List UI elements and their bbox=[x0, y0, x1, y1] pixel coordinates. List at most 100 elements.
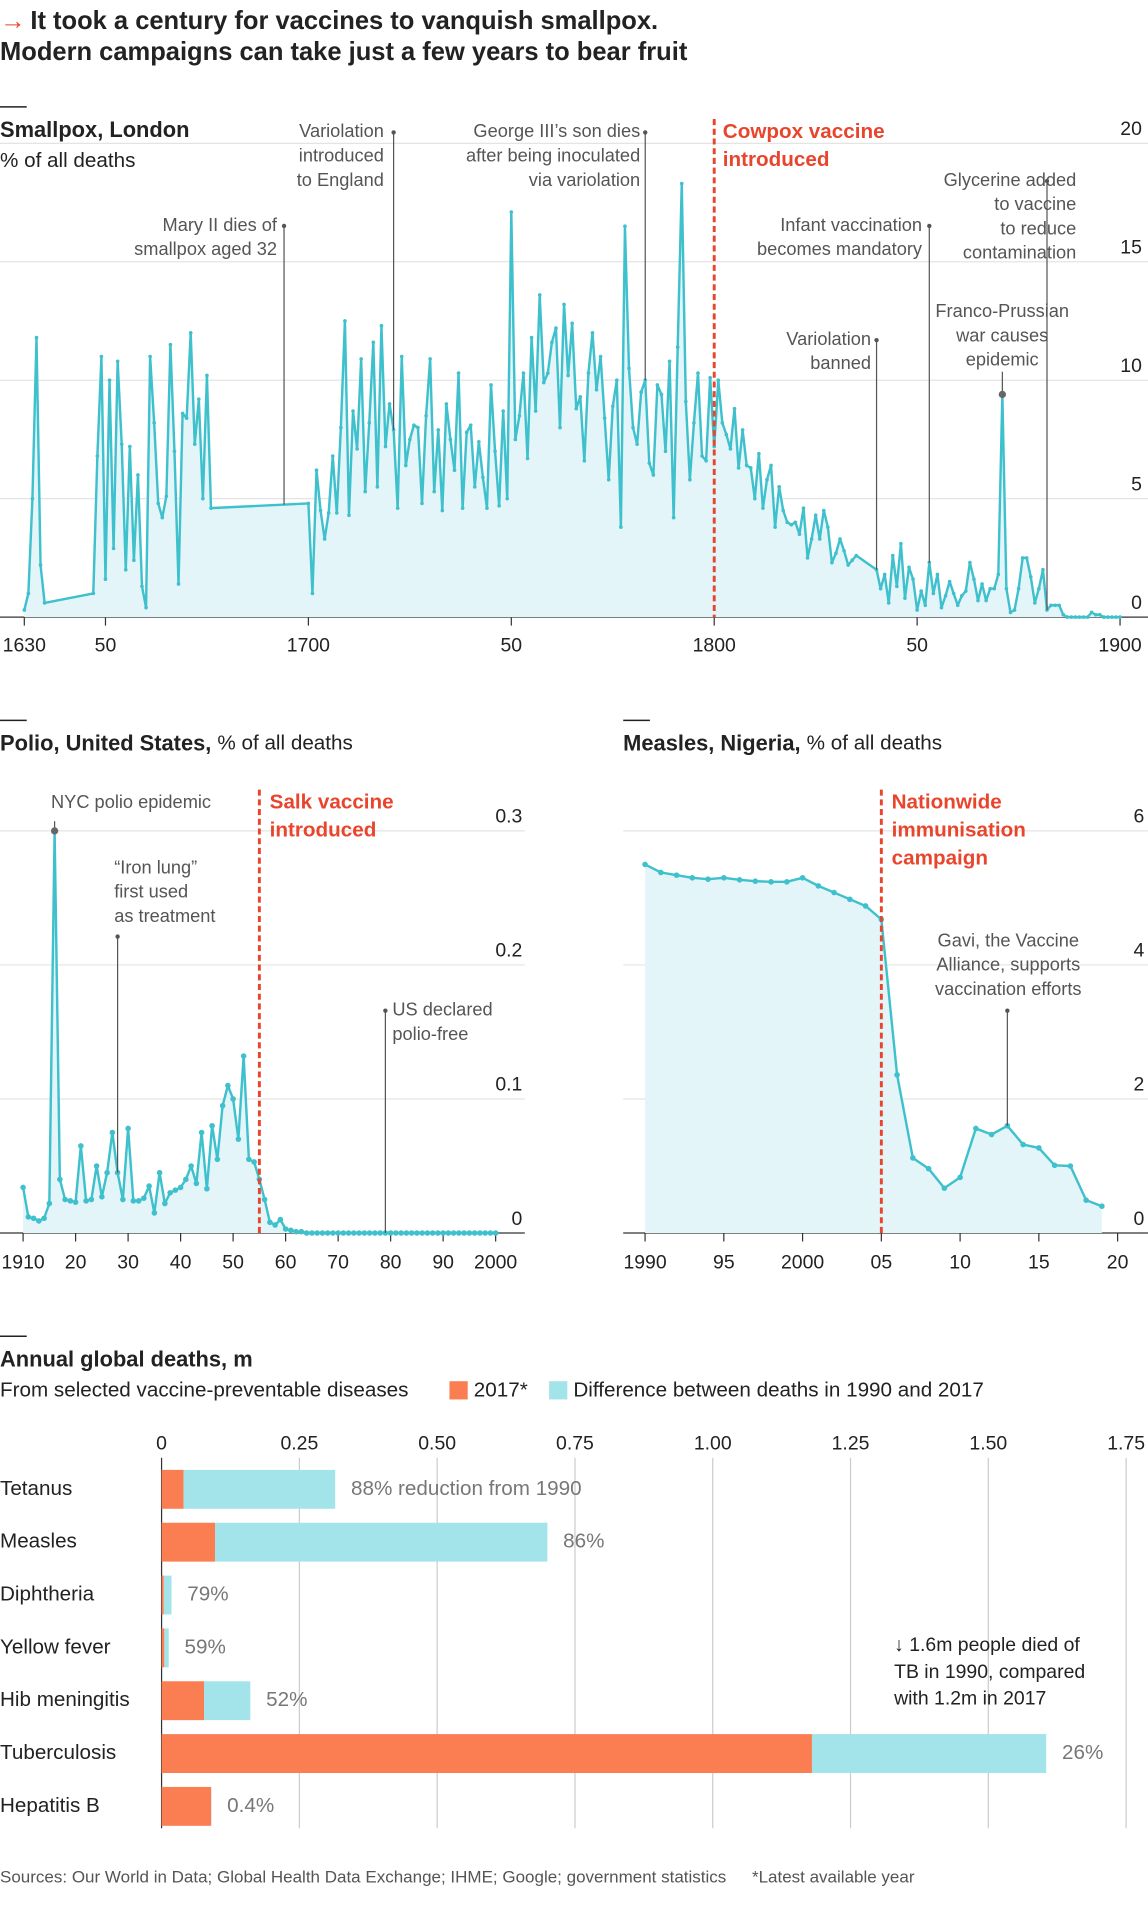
point bbox=[1049, 603, 1053, 608]
point bbox=[554, 326, 558, 330]
bar-segment bbox=[161, 1522, 216, 1562]
point bbox=[383, 444, 388, 449]
point bbox=[41, 1215, 47, 1222]
annotation: contamination bbox=[963, 243, 1076, 263]
point bbox=[847, 896, 853, 903]
point bbox=[667, 359, 672, 364]
point bbox=[452, 468, 457, 473]
y-tick-label: 0.3 bbox=[495, 806, 522, 828]
point bbox=[882, 572, 887, 577]
point bbox=[673, 872, 680, 878]
point bbox=[692, 421, 696, 425]
point bbox=[1016, 586, 1021, 591]
point bbox=[1114, 615, 1118, 619]
annotation: Franco-Prussian bbox=[935, 301, 1069, 321]
point bbox=[805, 556, 810, 560]
bar-segment bbox=[161, 1734, 812, 1773]
point bbox=[980, 582, 984, 586]
point bbox=[403, 463, 408, 468]
point bbox=[72, 1199, 79, 1205]
point bbox=[168, 342, 173, 347]
point bbox=[598, 354, 603, 359]
point bbox=[375, 485, 380, 489]
chart-title: Polio, United States, % of all deaths bbox=[0, 730, 353, 755]
x-tick-label: 50 bbox=[500, 634, 522, 656]
point bbox=[151, 1210, 158, 1216]
point bbox=[1093, 612, 1098, 617]
point bbox=[1083, 1197, 1089, 1203]
point bbox=[817, 537, 822, 541]
point bbox=[826, 525, 830, 529]
annotation: ↓ 1.6m people died of bbox=[894, 1634, 1080, 1656]
point bbox=[586, 371, 591, 375]
point bbox=[188, 331, 193, 335]
x-tick-label: 70 bbox=[327, 1252, 349, 1274]
point bbox=[834, 551, 838, 555]
point bbox=[398, 1230, 404, 1236]
x-tick-label: 90 bbox=[432, 1252, 454, 1274]
area bbox=[24, 183, 1121, 618]
point bbox=[907, 565, 911, 570]
point bbox=[367, 421, 372, 425]
x-tick-label: 0 bbox=[156, 1433, 167, 1455]
point bbox=[314, 468, 319, 473]
bar-segment bbox=[161, 1681, 205, 1721]
point bbox=[435, 1230, 441, 1236]
point bbox=[801, 506, 806, 510]
point bbox=[156, 1169, 163, 1176]
point bbox=[1004, 1122, 1011, 1129]
point bbox=[445, 1230, 452, 1236]
point bbox=[456, 371, 461, 375]
point bbox=[935, 572, 940, 577]
point bbox=[773, 525, 777, 529]
point bbox=[639, 390, 643, 394]
chart-subtitle: % of all deaths bbox=[807, 732, 942, 755]
point bbox=[205, 373, 209, 378]
x-tick-label: 20 bbox=[1107, 1252, 1129, 1274]
point bbox=[93, 1163, 100, 1169]
point bbox=[460, 506, 465, 510]
point bbox=[387, 402, 392, 406]
y-tick-label: 6 bbox=[1134, 806, 1145, 828]
point bbox=[1077, 615, 1082, 619]
point bbox=[141, 1195, 147, 1201]
point bbox=[1033, 601, 1037, 605]
x-tick-label: 1700 bbox=[287, 634, 330, 656]
point bbox=[659, 392, 664, 397]
point bbox=[57, 1176, 63, 1183]
point bbox=[107, 378, 112, 383]
point bbox=[894, 1072, 900, 1078]
point bbox=[456, 1230, 462, 1236]
point bbox=[196, 397, 201, 402]
point bbox=[109, 1129, 116, 1136]
x-tick-label: 50 bbox=[222, 1252, 244, 1274]
point bbox=[42, 601, 47, 605]
point bbox=[1041, 567, 1045, 572]
point bbox=[193, 1180, 200, 1187]
annotation-dot bbox=[874, 337, 879, 343]
point bbox=[115, 359, 120, 364]
point bbox=[38, 563, 43, 567]
event-label: introduced bbox=[270, 818, 377, 841]
legend-swatch bbox=[449, 1381, 468, 1400]
point bbox=[1097, 612, 1102, 617]
y-tick-label: 0.1 bbox=[495, 1074, 522, 1096]
point bbox=[481, 475, 485, 480]
footer-note: *Latest available year bbox=[752, 1868, 915, 1887]
point bbox=[128, 444, 132, 449]
point bbox=[602, 416, 607, 420]
point bbox=[964, 589, 968, 593]
point bbox=[314, 1230, 320, 1236]
point bbox=[136, 473, 140, 477]
point bbox=[444, 402, 449, 406]
annotation: banned bbox=[810, 353, 871, 373]
annotation: polio-free bbox=[392, 1024, 468, 1044]
point bbox=[472, 485, 477, 489]
point bbox=[799, 875, 806, 881]
x-tick-label: 30 bbox=[117, 1252, 139, 1274]
bar-segment bbox=[183, 1469, 336, 1509]
point bbox=[99, 1194, 105, 1200]
point bbox=[631, 425, 635, 430]
point bbox=[414, 1230, 420, 1236]
point bbox=[890, 553, 895, 558]
